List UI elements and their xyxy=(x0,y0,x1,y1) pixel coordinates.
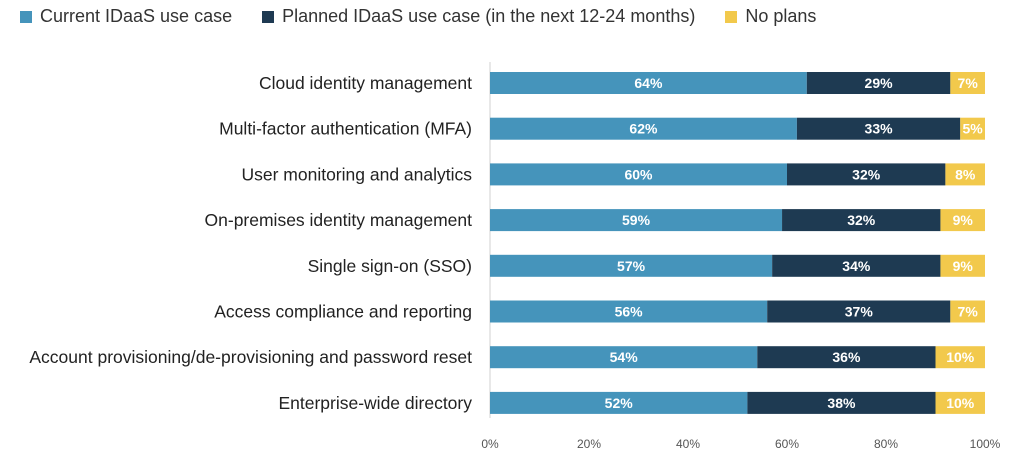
legend-item-planned: Planned IDaaS use case (in the next 12-2… xyxy=(262,6,695,27)
legend-swatch-no-plans xyxy=(725,10,738,23)
legend-swatch-planned xyxy=(262,10,275,23)
data-label: 52% xyxy=(605,395,634,411)
data-label: 32% xyxy=(852,166,881,182)
legend-item-current: Current IDaaS use case xyxy=(20,6,232,27)
bar-segment xyxy=(490,346,758,369)
data-label: 32% xyxy=(847,212,876,228)
category-label: Cloud identity management xyxy=(259,73,472,93)
data-label: 10% xyxy=(946,395,975,411)
bar-segment xyxy=(757,346,936,369)
bar-segment xyxy=(787,163,946,186)
bar-segment xyxy=(490,300,768,323)
data-label: 64% xyxy=(634,75,663,91)
bar-segment xyxy=(940,254,985,277)
data-label: 38% xyxy=(827,395,856,411)
data-label: 60% xyxy=(624,166,653,182)
data-label: 10% xyxy=(946,349,975,365)
bar-segment xyxy=(772,254,941,277)
data-label: 34% xyxy=(842,258,871,274)
bar-segment xyxy=(940,209,985,232)
x-tick-label: 0% xyxy=(481,437,499,451)
x-tick-label: 20% xyxy=(577,437,601,451)
category-label: Multi-factor authentication (MFA) xyxy=(219,119,472,139)
category-label: Enterprise-wide directory xyxy=(278,393,472,413)
bar-segment xyxy=(950,72,985,94)
category-label: Single sign-on (SSO) xyxy=(308,256,472,276)
data-label: 7% xyxy=(958,75,979,91)
bar-segment xyxy=(935,391,985,414)
data-label: 59% xyxy=(622,212,651,228)
category-label: On-premises identity management xyxy=(205,210,473,230)
bar-segment xyxy=(490,209,783,232)
bar-segment xyxy=(747,391,936,414)
data-label: 56% xyxy=(615,304,644,320)
bar-segment xyxy=(490,72,807,94)
bar-segment xyxy=(806,72,951,94)
data-label: 62% xyxy=(629,121,658,137)
x-tick-label: 80% xyxy=(874,437,898,451)
category-label: Account provisioning/de-provisioning and… xyxy=(29,347,472,367)
data-label: 8% xyxy=(955,166,976,182)
data-label: 37% xyxy=(845,304,874,320)
bar-segment xyxy=(950,300,985,323)
data-label: 9% xyxy=(953,258,974,274)
data-label: 5% xyxy=(963,121,984,137)
category-label: Access compliance and reporting xyxy=(214,302,472,322)
legend-item-no-plans: No plans xyxy=(725,6,816,27)
data-label: 57% xyxy=(617,258,646,274)
x-tick-label: 40% xyxy=(676,437,700,451)
x-tick-label: 60% xyxy=(775,437,799,451)
data-label: 29% xyxy=(865,75,894,91)
legend-label-current: Current IDaaS use case xyxy=(40,6,233,26)
bar-segment xyxy=(796,117,961,140)
x-tick-label: 100% xyxy=(970,437,1001,451)
bar-segment xyxy=(490,117,797,140)
data-label: 54% xyxy=(610,349,639,365)
data-label: 36% xyxy=(832,349,861,365)
legend-swatch-current xyxy=(20,10,32,23)
legend-label-planned: Planned IDaaS use case (in the next 12-2… xyxy=(282,6,696,26)
bar-segment xyxy=(490,391,748,414)
bar-segment xyxy=(767,300,951,323)
category-label: User monitoring and analytics xyxy=(241,164,472,184)
legend-label-no-plans: No plans xyxy=(745,6,817,26)
bar-segment xyxy=(960,117,985,140)
bar-segment xyxy=(490,163,787,186)
bar-segment xyxy=(945,163,985,186)
bar-segment xyxy=(935,346,985,369)
data-label: 9% xyxy=(953,212,974,228)
bar-segment xyxy=(490,254,773,277)
bar-segment xyxy=(782,209,941,232)
data-label: 7% xyxy=(958,304,979,320)
data-label: 33% xyxy=(865,121,894,137)
chart-legend: Current IDaaS use case Planned IDaaS use… xyxy=(20,6,846,27)
